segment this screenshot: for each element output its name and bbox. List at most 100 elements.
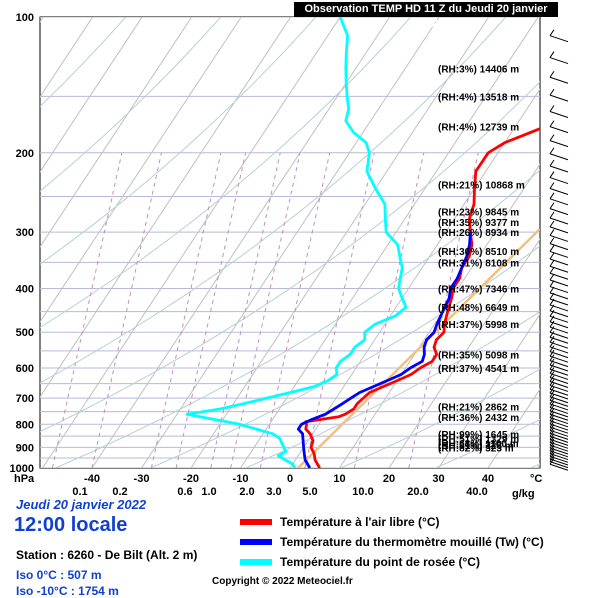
footer-iso0: Iso 0°C : 507 m — [16, 568, 102, 582]
wind-barb — [550, 36, 568, 42]
wind-barb — [550, 58, 568, 64]
pressure-tick-label: 500 — [16, 327, 34, 339]
wind-barb-flag — [550, 160, 554, 166]
legend-temp-swatch — [240, 519, 272, 525]
isotherm-line — [538, 17, 595, 468]
legend-dewpoint: Température du point de rosée (°C) — [240, 554, 480, 570]
height-rh-label: (RH:4%) 12739 m — [438, 123, 519, 134]
pressure-tick-label: 600 — [16, 363, 34, 375]
temp-tick-label: 20 — [383, 473, 395, 485]
mixing-ratio-tick-label: 2.0 — [239, 486, 254, 498]
wind-barb — [550, 141, 568, 147]
footer-station: Station : 6260 - De Bilt (Alt. 2 m) — [16, 548, 197, 562]
footer-date: Jeudi 20 janvier 2022 — [16, 497, 146, 512]
temp-tick-label: -40 — [84, 473, 100, 485]
mixing-ratio-tick-label: 1.0 — [201, 486, 216, 498]
wind-barb — [550, 299, 568, 305]
legend-dewpoint-label: Température du point de rosée (°C) — [280, 555, 480, 569]
pressure-tick-label: 700 — [16, 393, 34, 405]
wind-barb-flag — [550, 193, 554, 199]
legend-wetbulb: Température du thermomètre mouillé (Tw) … — [240, 534, 544, 550]
wind-barb-flag — [550, 253, 554, 259]
height-rh-label: (RH:47%) 7346 m — [438, 285, 519, 296]
wind-barb — [550, 188, 568, 194]
wind-barb-flag — [550, 212, 554, 218]
mixing-ratio-tick-label: 40.0 — [466, 486, 487, 498]
wind-barb — [550, 166, 568, 172]
wind-barb — [550, 154, 568, 160]
wind-barb-flag — [550, 30, 554, 36]
wind-barb-flag — [550, 52, 554, 58]
temp-tick-label: -30 — [134, 473, 150, 485]
wind-barb-flag — [550, 267, 554, 273]
height-rh-label: (RH:37%) 4541 m — [438, 364, 519, 375]
wind-barb — [550, 95, 568, 101]
mixing-ratio-tick-label: 20.0 — [407, 486, 428, 498]
mixing-ratio-tick-label: 5.0 — [302, 486, 317, 498]
pressure-tick-label: 100 — [16, 12, 34, 24]
wind-barb-flag — [550, 274, 554, 280]
pressure-tick-label: 900 — [16, 442, 34, 454]
wind-barb-flag — [550, 203, 554, 209]
mixing-ratio-tick-label: 3.0 — [266, 486, 281, 498]
height-rh-label: (RH:48%) 6649 m — [438, 303, 519, 314]
temp-tick-label: 10 — [333, 473, 345, 485]
temp-tick-label: 30 — [432, 473, 444, 485]
height-rh-label: (RH:35%) 9377 m — [438, 218, 519, 229]
wind-barb-flag — [550, 281, 554, 287]
wind-barb-flag — [550, 89, 554, 95]
height-rh-label: (RH:35%) 5098 m — [438, 350, 519, 361]
height-rh-label: (RH:21%) 2862 m — [438, 402, 519, 413]
y-unit-label: hPa — [14, 473, 35, 485]
wind-barb-flag — [550, 135, 554, 141]
legend-wetbulb-label: Température du thermomètre mouillé (Tw) … — [280, 535, 544, 549]
legend-temp: Température à l'air libre (°C) — [240, 514, 439, 530]
height-rh-label: (RH:26%) 8934 m — [438, 228, 519, 239]
wind-barb — [550, 178, 568, 184]
mixing-ratio-tick-label: 10.0 — [352, 486, 373, 498]
height-rh-label: (RH:3%) 14406 m — [438, 64, 519, 75]
mixing-ratio-unit-label: g/kg — [512, 488, 535, 500]
pressure-tick-label: 300 — [16, 227, 34, 239]
wind-barb-flag — [550, 287, 554, 293]
wind-barb-flag — [550, 221, 554, 227]
wind-barb-flag — [550, 121, 554, 127]
pressure-tick-label: 800 — [16, 419, 34, 431]
wind-barb-flag — [550, 182, 554, 188]
height-rh-label: (RH:30%) 8510 m — [438, 247, 519, 258]
height-rh-label: (RH:99%) 1645 m — [438, 430, 519, 441]
chart-title: Observation TEMP HD 11 Z du Jeudi 20 jan… — [294, 2, 558, 17]
height-rh-label: (RH:31%) 8108 m — [438, 258, 519, 269]
wind-barb-flag — [550, 172, 554, 178]
wind-barb — [550, 77, 568, 83]
legend-dewpoint-swatch — [240, 559, 272, 565]
height-rh-label: (RH:37%) 5998 m — [438, 320, 519, 331]
skewt-chart: 1002003004005006007008009001000hPa-40-30… — [0, 0, 595, 500]
legend-wetbulb-swatch — [240, 539, 272, 545]
pressure-tick-label: 400 — [16, 284, 34, 296]
legend-temp-label: Température à l'air libre (°C) — [280, 515, 439, 529]
height-rh-label: (RH:36%) 2432 m — [438, 413, 519, 424]
wind-barb-flag — [550, 260, 554, 266]
temp-tick-label: 40 — [482, 473, 494, 485]
pressure-tick-label: 200 — [16, 148, 34, 160]
wind-barb-flag — [550, 105, 554, 111]
wind-barb — [550, 235, 568, 241]
wind-barb-flag — [550, 71, 554, 77]
copyright: Copyright © 2022 Meteociel.fr — [212, 576, 353, 587]
temp-tick-label: -20 — [183, 473, 199, 485]
wind-barb-flag — [550, 148, 554, 154]
wind-barb-flag — [550, 229, 554, 235]
height-rh-label: (RH:23%) 9845 m — [438, 208, 519, 219]
temp-tick-label: 0 — [287, 473, 293, 485]
wind-barb — [550, 127, 568, 133]
height-rh-label: (RH:21%) 10868 m — [438, 180, 525, 191]
wind-barb — [550, 111, 568, 117]
wind-barb-flag — [550, 238, 554, 244]
wind-barb — [550, 293, 568, 299]
x-unit-label: °C — [530, 473, 542, 485]
wind-barb-flag — [550, 245, 554, 251]
temp-tick-label: -10 — [233, 473, 249, 485]
mixing-ratio-tick-label: 0.6 — [177, 486, 192, 498]
footer-time: 12:00 locale — [14, 514, 127, 537]
